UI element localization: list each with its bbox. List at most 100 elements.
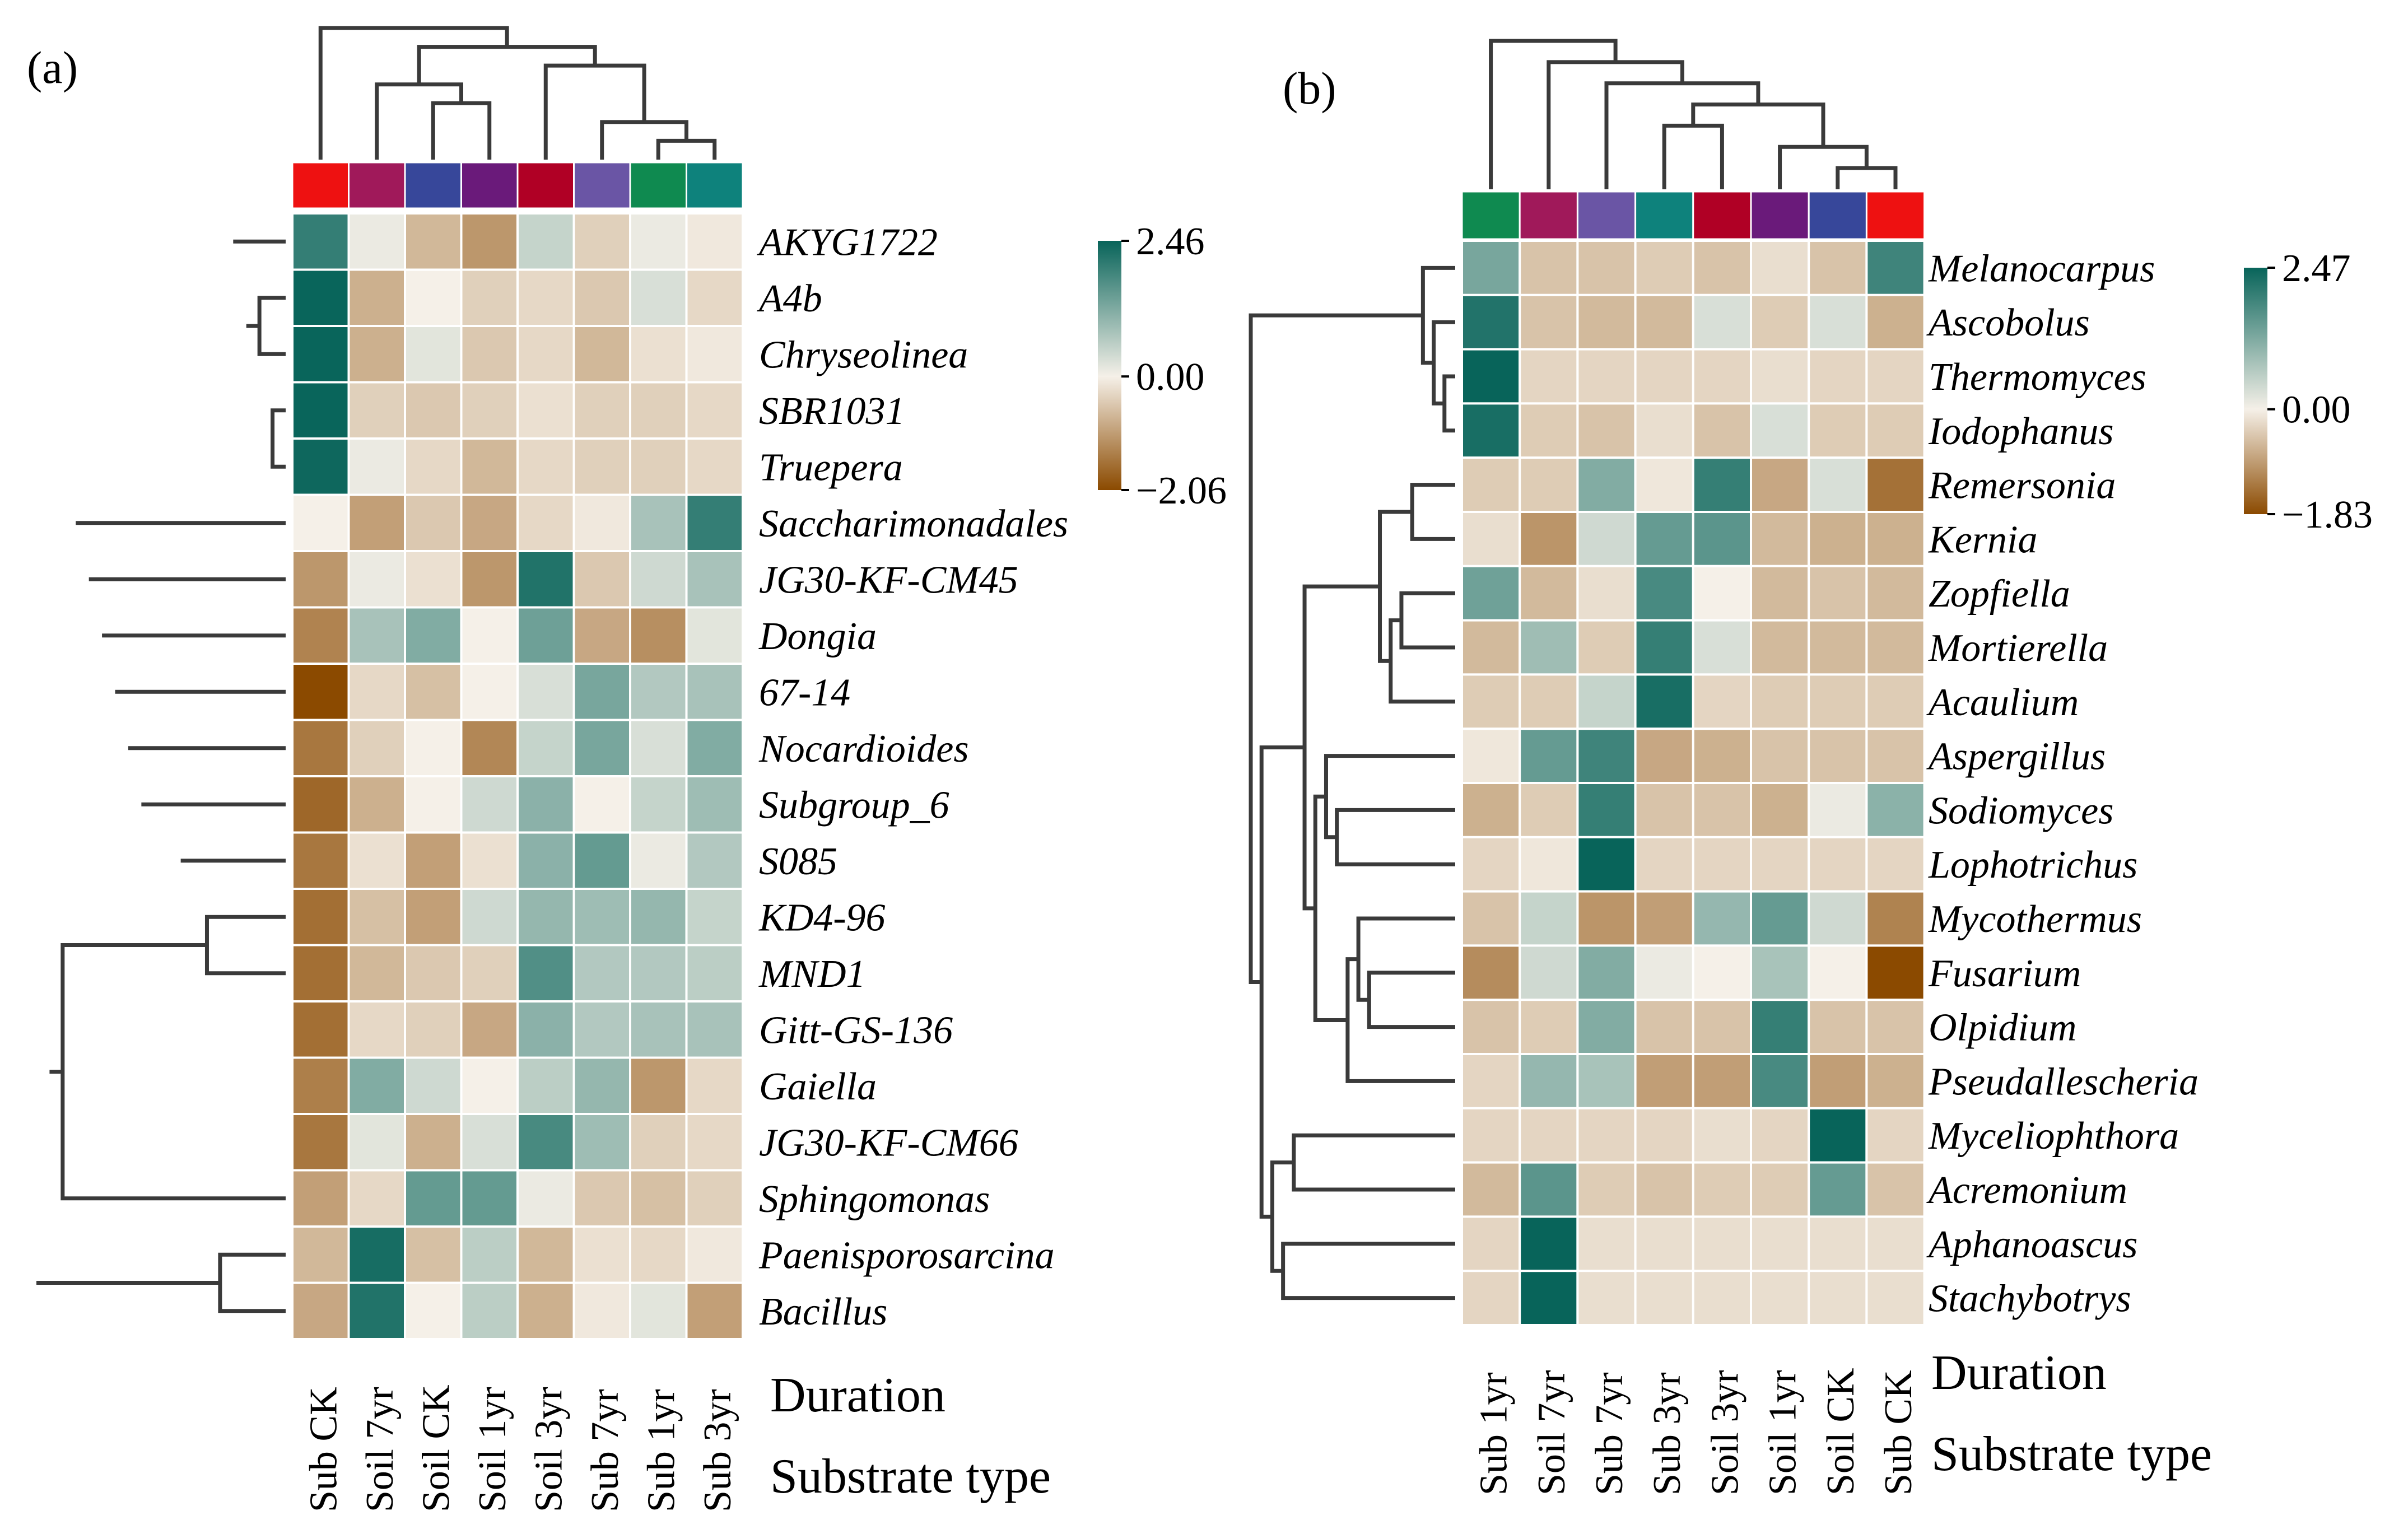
cell-acremonium-soil-3yr-b xyxy=(1692,1161,1753,1218)
cell-stachybotrys-sub-1yr-b xyxy=(1461,1270,1521,1326)
cell-acaulium-soil-3yr-b xyxy=(1692,673,1753,730)
cell-acremonium-sub-ck-b xyxy=(1865,1161,1926,1218)
cell-acremonium-sub-3yr-b xyxy=(1634,1161,1694,1218)
cell-mycothermus-sub-ck-b xyxy=(1865,890,1926,947)
cell-lophotrichus-sub-ck-b xyxy=(1865,836,1926,893)
cell-thermomyces-sub-3yr-b xyxy=(1634,348,1694,405)
cell-ascobolus-sub-ck-b xyxy=(1865,293,1926,351)
cell-truepera-sub-ck-a xyxy=(291,437,350,496)
cell-acaulium-sub-1yr-b xyxy=(1461,673,1521,730)
column-color-sub-ck-b xyxy=(1865,190,1926,240)
row-label-subgroup-6-a: Subgroup_6 xyxy=(759,784,949,827)
cell-ascobolus-sub-1yr-b xyxy=(1461,293,1521,351)
cell-ascobolus-soil-1yr-b xyxy=(1750,293,1810,351)
cell-kd4-96-soil-1yr-a xyxy=(460,888,519,946)
column-color-sub-3yr-b xyxy=(1634,190,1694,240)
column-dendrogram-b xyxy=(1489,39,1898,189)
cell-paenisporosarcina-sub-7yr-a xyxy=(572,1225,631,1284)
cell-zopfiella-sub-ck-b xyxy=(1865,565,1926,622)
row-label-chryseolinea-a: Chryseolinea xyxy=(759,333,968,376)
cell-olpidium-sub-3yr-b xyxy=(1634,999,1694,1055)
cell-a4b-sub-3yr-a xyxy=(685,268,744,327)
cell-sodiomyces-sub-ck-b xyxy=(1865,782,1926,838)
column-color-soil-ck-a xyxy=(404,161,462,209)
cell-jg30-kf-cm66-soil-7yr-a xyxy=(347,1113,406,1172)
cell-melanocarpus-soil-3yr-b xyxy=(1692,240,1753,296)
cell-paenisporosarcina-sub-1yr-a xyxy=(629,1225,688,1284)
cell-a4b-soil-3yr-a xyxy=(516,268,575,327)
cell-s085-soil-7yr-a xyxy=(347,831,406,890)
cell-myceliophthora-sub-3yr-b xyxy=(1634,1107,1694,1164)
cell-sodiomyces-soil-7yr-b xyxy=(1519,782,1579,838)
cell-zopfiella-soil-7yr-b xyxy=(1519,565,1579,622)
cell-s085-sub-1yr-a xyxy=(629,831,688,890)
cell-truepera-soil-3yr-a xyxy=(516,437,575,496)
cell-bacillus-sub-ck-a xyxy=(291,1281,350,1340)
cell-subgroup-6-soil-1yr-a xyxy=(460,775,519,834)
row-dendrogram-branch-a xyxy=(60,943,286,1201)
row-label-zopfiella-b: Zopfiella xyxy=(1929,572,2070,616)
cell-nocardioides-soil-3yr-a xyxy=(516,719,575,777)
row-label-sbr1031-a: SBR1031 xyxy=(759,390,905,433)
cell-melanocarpus-soil-7yr-b xyxy=(1519,240,1579,296)
cell-jg30-kf-cm45-sub-7yr-a xyxy=(572,550,631,609)
cell-sphingomonas-soil-3yr-a xyxy=(516,1169,575,1228)
cell-olpidium-sub-1yr-b xyxy=(1461,999,1521,1055)
row-dendrogram-branch-a xyxy=(271,408,286,469)
cell-melanocarpus-sub-7yr-b xyxy=(1576,240,1637,296)
row-label-iodophanus-b: Iodophanus xyxy=(1928,410,2114,453)
cell-iodophanus-soil-1yr-b xyxy=(1750,402,1810,459)
cell-acaulium-soil-7yr-b xyxy=(1519,673,1579,730)
row-dendrogram-branch-b xyxy=(1324,754,1455,840)
cell-acremonium-sub-1yr-b xyxy=(1461,1161,1521,1218)
cell-sbr1031-sub-3yr-a xyxy=(685,381,744,440)
row-label-mortierella-b: Mortierella xyxy=(1928,627,2108,670)
cell-jg30-kf-cm66-soil-1yr-a xyxy=(460,1113,519,1172)
cell-sphingomonas-sub-3yr-a xyxy=(685,1169,744,1228)
column-color-soil-1yr-b xyxy=(1750,190,1810,240)
cell-stachybotrys-soil-7yr-b xyxy=(1519,1270,1579,1326)
colorbar-label-mid-a: 0.00 xyxy=(1136,356,1205,399)
cell-sodiomyces-sub-7yr-b xyxy=(1576,782,1637,838)
cell-sbr1031-soil-ck-a xyxy=(404,381,463,440)
cell-mortierella-soil-7yr-b xyxy=(1519,619,1579,676)
cell-sphingomonas-soil-1yr-a xyxy=(460,1169,519,1228)
colorbar-label-max-b: 2.47 xyxy=(2282,247,2351,290)
cell-67-14-soil-1yr-a xyxy=(460,663,519,721)
row-label-kd4-96-a: KD4-96 xyxy=(758,896,886,939)
row-label-fusarium-b: Fusarium xyxy=(1928,952,2081,995)
cell-truepera-soil-ck-a xyxy=(404,437,463,496)
row-label-kernia-b: Kernia xyxy=(1928,518,2037,561)
cell-mnd1-soil-1yr-a xyxy=(460,944,519,1003)
cell-dongia-sub-3yr-a xyxy=(685,606,744,665)
panel-a: (a) Duration Substrate type AKYG1722 A4b C… xyxy=(27,26,1227,1512)
cell-acaulium-soil-ck-b xyxy=(1808,673,1868,730)
cell-thermomyces-sub-1yr-b xyxy=(1461,348,1521,405)
cell-thermomyces-sub-ck-b xyxy=(1865,348,1926,405)
cell-olpidium-soil-3yr-b xyxy=(1692,999,1753,1055)
cell-mnd1-soil-3yr-a xyxy=(516,944,575,1003)
cell-thermomyces-soil-3yr-b xyxy=(1692,348,1753,405)
cell-kd4-96-soil-ck-a xyxy=(404,888,463,946)
cell-lophotrichus-soil-ck-b xyxy=(1808,836,1868,893)
cell-mortierella-soil-ck-b xyxy=(1808,619,1868,676)
cell-jg30-kf-cm45-soil-1yr-a xyxy=(460,550,519,609)
row-dendrogram-a xyxy=(36,239,286,1313)
cell-kd4-96-sub-1yr-a xyxy=(629,888,688,946)
cell-aspergillus-sub-7yr-b xyxy=(1576,728,1637,784)
cell-acaulium-sub-3yr-b xyxy=(1634,673,1694,730)
cell-ascobolus-soil-7yr-b xyxy=(1519,293,1579,351)
cell-jg30-kf-cm45-sub-1yr-a xyxy=(629,550,688,609)
row-label-mnd1-a: MND1 xyxy=(758,953,866,996)
cell-akyg1722-soil-ck-a xyxy=(404,212,463,271)
cell-fusarium-sub-ck-b xyxy=(1865,944,1926,1001)
cell-stachybotrys-sub-3yr-b xyxy=(1634,1270,1694,1326)
cell-ascobolus-sub-3yr-b xyxy=(1634,293,1694,351)
cell-saccharimonadales-sub-3yr-a xyxy=(685,493,744,552)
cell-nocardioides-sub-ck-a xyxy=(291,719,350,777)
row-label-paenisporosarcina-a: Paenisporosarcina xyxy=(758,1234,1055,1277)
cell-acremonium-soil-1yr-b xyxy=(1750,1161,1810,1218)
row-label-gitt-gs-136-a: Gitt-GS-136 xyxy=(759,1009,953,1052)
cell-zopfiella-sub-3yr-b xyxy=(1634,565,1694,622)
cell-gitt-gs-136-soil-1yr-a xyxy=(460,1000,519,1059)
